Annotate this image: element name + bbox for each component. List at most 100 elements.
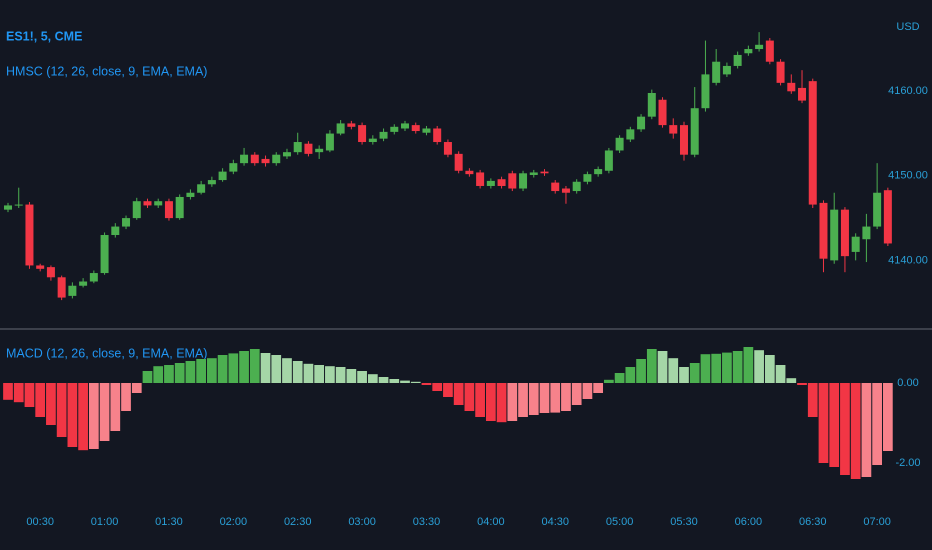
- macd-bar: [679, 367, 689, 383]
- macd-bar: [346, 369, 357, 383]
- candle-body: [250, 154, 259, 164]
- macd-bar: [217, 355, 228, 383]
- x-tick-label: 04:30: [541, 516, 569, 528]
- macd-bar: [185, 361, 196, 383]
- symbol-label: ES1!, 5, CME: [6, 29, 82, 43]
- candle-body: [4, 205, 12, 210]
- macd-bar: [561, 383, 571, 411]
- macd-bar: [24, 383, 35, 407]
- candle-body: [57, 277, 66, 298]
- candle-body: [476, 172, 485, 186]
- candle-body: [293, 142, 302, 153]
- candle-body: [197, 184, 206, 193]
- macd-bar: [754, 350, 764, 383]
- candle-body: [154, 201, 163, 206]
- x-tick-label: 00:30: [26, 516, 54, 528]
- x-tick-label: 05:30: [670, 516, 698, 528]
- macd-bar: [325, 366, 335, 383]
- macd-bar: [56, 383, 67, 437]
- macd-bar: [764, 355, 775, 383]
- candle-body: [787, 82, 796, 92]
- macd-bar: [13, 383, 24, 403]
- candle-body: [175, 196, 184, 219]
- candle-body: [862, 226, 871, 240]
- candle-body: [733, 54, 742, 66]
- x-tick-label: 01:30: [155, 516, 183, 528]
- candle-body: [583, 174, 592, 182]
- macd-bar: [496, 383, 507, 423]
- x-tick-label: 02:00: [220, 516, 248, 528]
- macd-bar: [46, 383, 56, 425]
- candle-body: [401, 123, 410, 129]
- candle-body: [840, 209, 849, 257]
- candle-body: [776, 61, 785, 83]
- x-tick-label: 03:00: [348, 516, 376, 528]
- candle-body: [765, 40, 774, 62]
- candle-body: [229, 163, 238, 172]
- candle-body: [122, 218, 131, 227]
- candle-body: [808, 81, 817, 205]
- macd-bar: [700, 354, 711, 383]
- macd-bar: [443, 383, 453, 397]
- candle-body: [36, 265, 45, 269]
- macd-bar: [196, 359, 207, 383]
- candle-body: [647, 92, 656, 117]
- macd-bar: [539, 383, 550, 413]
- candle-body: [519, 173, 528, 189]
- candle-body: [497, 179, 506, 186]
- candle-body: [46, 267, 55, 278]
- macd-bar: [528, 383, 539, 415]
- macd-bar: [164, 365, 174, 383]
- candle-body: [658, 99, 667, 126]
- macd-bar: [207, 358, 217, 383]
- x-tick-label: 06:30: [799, 516, 827, 528]
- macd-bar: [453, 383, 464, 405]
- candle-body: [637, 116, 646, 130]
- macd-bar: [797, 383, 807, 385]
- x-tick-label: 03:30: [413, 516, 441, 528]
- candle-body: [25, 204, 34, 266]
- macd-bar: [668, 358, 679, 383]
- candle-body: [883, 190, 892, 244]
- macd-bar: [357, 371, 367, 383]
- candle-body: [798, 87, 807, 101]
- y-tick-label: 0.00: [897, 377, 918, 389]
- candle-body: [669, 125, 678, 134]
- macd-bar: [110, 383, 121, 431]
- candle-body: [873, 192, 882, 227]
- macd-bar: [292, 361, 303, 383]
- macd-bar: [78, 383, 88, 451]
- macd-bar: [174, 363, 185, 383]
- currency-label: USD: [896, 21, 919, 33]
- candle-body: [315, 148, 324, 153]
- candle-body: [540, 171, 549, 174]
- candle-body: [443, 142, 452, 155]
- macd-bar: [743, 347, 754, 383]
- macd-bar: [657, 351, 668, 383]
- candle-body: [282, 152, 291, 157]
- macd-bar: [582, 383, 593, 399]
- candle-body: [272, 154, 281, 164]
- candle-body: [186, 192, 195, 197]
- macd-bar: [722, 352, 732, 383]
- x-tick-label: 01:00: [91, 516, 119, 528]
- macd-bar: [88, 383, 99, 449]
- macd-bar: [689, 363, 700, 383]
- macd-bar: [732, 351, 743, 383]
- candle-body: [744, 49, 753, 54]
- candle-body: [604, 150, 613, 171]
- macd-bar: [239, 351, 249, 383]
- macd-bar: [636, 359, 646, 383]
- macd-bar: [335, 367, 346, 383]
- candle-body: [240, 154, 249, 164]
- macd-bar: [410, 381, 421, 383]
- macd-bar: [872, 383, 882, 465]
- candle-body: [422, 128, 431, 133]
- macd-bar: [593, 383, 604, 393]
- candle-body: [143, 201, 152, 206]
- macd-bar: [625, 367, 636, 383]
- candle-body: [411, 125, 420, 132]
- macd-bar: [818, 383, 829, 463]
